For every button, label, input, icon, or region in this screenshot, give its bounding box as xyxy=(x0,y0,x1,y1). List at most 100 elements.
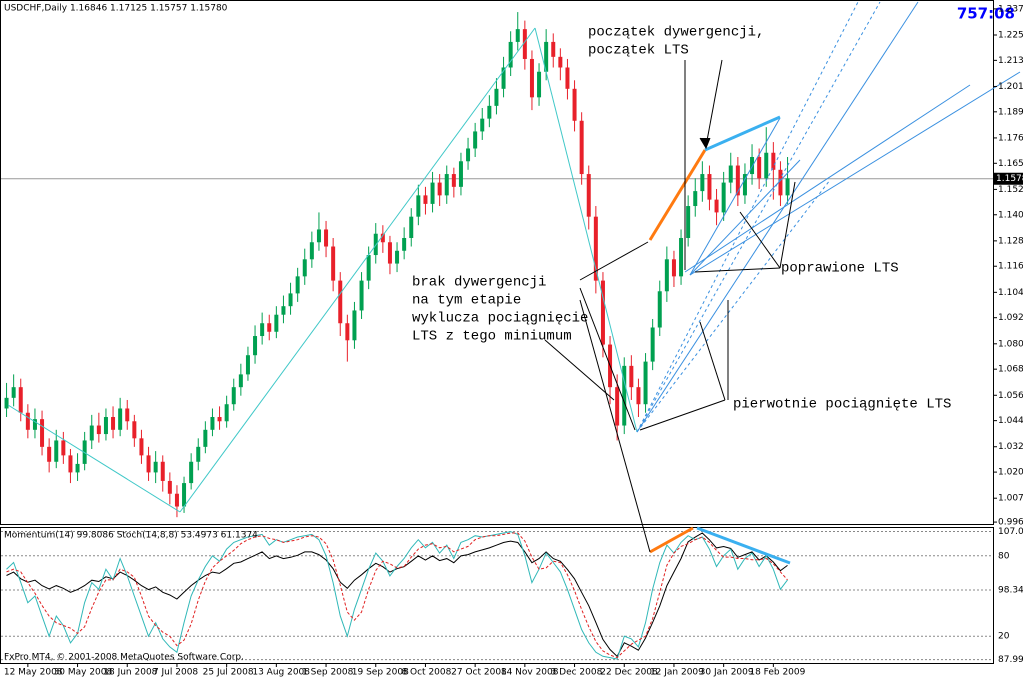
y-tick-label: 1.09260 xyxy=(998,313,1023,323)
candle-body xyxy=(735,165,740,196)
candle-body xyxy=(295,276,300,294)
footer: FxPro MT4, © 2001-2008 MetaQuotes Softwa… xyxy=(4,653,244,663)
x-tick-label: 18 Feb 2009 xyxy=(749,668,805,678)
candle-body xyxy=(125,408,130,422)
candle-body xyxy=(579,120,584,175)
candle-body xyxy=(47,446,52,462)
candle-body xyxy=(309,242,314,260)
y-tick-label: 1.03205 xyxy=(998,442,1023,452)
y-tick-label: 1.16505 xyxy=(998,159,1023,169)
candle-body xyxy=(238,374,243,388)
candle-body xyxy=(387,242,392,264)
candle-body xyxy=(657,291,662,328)
candle-body xyxy=(544,41,549,72)
candle-body xyxy=(75,463,80,473)
candle-body xyxy=(785,178,790,196)
candle-body xyxy=(32,419,37,430)
candle-body xyxy=(466,148,471,162)
candle-body xyxy=(288,293,293,307)
candle-body xyxy=(324,229,329,247)
candle-body xyxy=(203,429,208,447)
candle-body xyxy=(139,438,144,456)
candle-body xyxy=(700,174,705,192)
y-tick-label: 1.04430 xyxy=(998,416,1023,426)
candle-body xyxy=(693,191,698,207)
candle-body xyxy=(68,455,73,473)
candle-body xyxy=(423,195,428,204)
candle-body xyxy=(480,118,485,132)
y-tick-label: 1.06845 xyxy=(998,365,1023,375)
candle-body xyxy=(664,259,669,292)
candle-body xyxy=(686,206,691,238)
candle-body xyxy=(245,355,250,375)
candle-body xyxy=(402,237,407,251)
y-tick-label: 1.10450 xyxy=(998,288,1023,298)
indicator-title: Momentum(14) 99.8086 Stoch(14,8,8) 53.49… xyxy=(4,531,258,541)
candle-body xyxy=(629,365,634,388)
candle-body xyxy=(515,29,520,42)
candle-body xyxy=(132,421,137,439)
candle-body xyxy=(473,131,478,149)
x-tick-label: 12 Jan 2009 xyxy=(650,668,704,678)
candle-body xyxy=(764,152,769,179)
y-tick-label: 1.17695 xyxy=(998,133,1023,143)
candle-body xyxy=(707,174,712,200)
candle-body xyxy=(274,314,279,332)
candle-body xyxy=(25,412,30,430)
candle-body xyxy=(501,67,506,89)
candle-body xyxy=(210,417,215,430)
clock: 757:08 xyxy=(957,5,1015,23)
y-tick-label: 1.08035 xyxy=(998,339,1023,349)
candle-body xyxy=(345,323,350,341)
candle-body xyxy=(146,455,151,473)
candle-body xyxy=(742,174,747,196)
candle-body xyxy=(565,67,570,89)
indicator-line xyxy=(6,532,788,658)
indicator-tick-label: 80 xyxy=(998,551,1010,561)
annotation: początek dywergencji, xyxy=(588,25,764,41)
annotation: LTS z tego miniumum xyxy=(412,329,572,345)
x-tick-label: 1 Sep 2008 xyxy=(302,668,354,678)
indicator-tick-label: 20 xyxy=(998,632,1010,642)
candle-body xyxy=(430,182,435,204)
candle-body xyxy=(437,182,442,196)
indicator-tick-label: 98.3425 xyxy=(998,585,1023,595)
plot-area xyxy=(1,12,993,661)
last-price-label: 1.15780 xyxy=(996,174,1023,184)
candle-body xyxy=(508,41,513,68)
x-tick-label: 8 Oct 2008 xyxy=(401,668,451,678)
candle-body xyxy=(622,365,627,426)
candle-body xyxy=(529,58,534,98)
y-tick-label: 1.05620 xyxy=(998,391,1023,401)
candle-body xyxy=(118,408,123,430)
indicator-line xyxy=(6,532,788,659)
candle-body xyxy=(636,387,641,405)
candle-body xyxy=(331,246,336,281)
y-tick-label: 1.23750 xyxy=(998,4,1023,14)
candle-body xyxy=(196,446,201,462)
candle-body xyxy=(643,361,648,405)
x-tick-label: 22 Dec 2008 xyxy=(600,668,658,678)
candle-body xyxy=(778,169,783,196)
candle-body xyxy=(111,417,116,430)
candle-body xyxy=(416,195,421,217)
candle-body xyxy=(224,404,229,422)
x-tick-label: 19 Sep 2008 xyxy=(352,668,409,678)
y-tick-label: 1.00790 xyxy=(998,494,1023,504)
candle-body xyxy=(338,280,343,324)
candle-body xyxy=(302,259,307,277)
candle-body xyxy=(160,461,165,481)
frame xyxy=(0,0,994,664)
annotation: brak dywergencji xyxy=(412,275,546,291)
x-tick-label: 27 Oct 2008 xyxy=(451,668,507,678)
indicator-tick-label: 87.9976 xyxy=(998,655,1023,665)
candle-body xyxy=(600,280,605,345)
candle-body xyxy=(359,280,364,311)
candle-body xyxy=(721,182,726,213)
last-price-box xyxy=(994,172,1023,185)
candle-body xyxy=(4,397,9,409)
indicator-tick-label: 107.02 xyxy=(998,527,1023,537)
candle-body xyxy=(671,259,676,277)
y-tick-label: 1.02015 xyxy=(998,468,1023,478)
